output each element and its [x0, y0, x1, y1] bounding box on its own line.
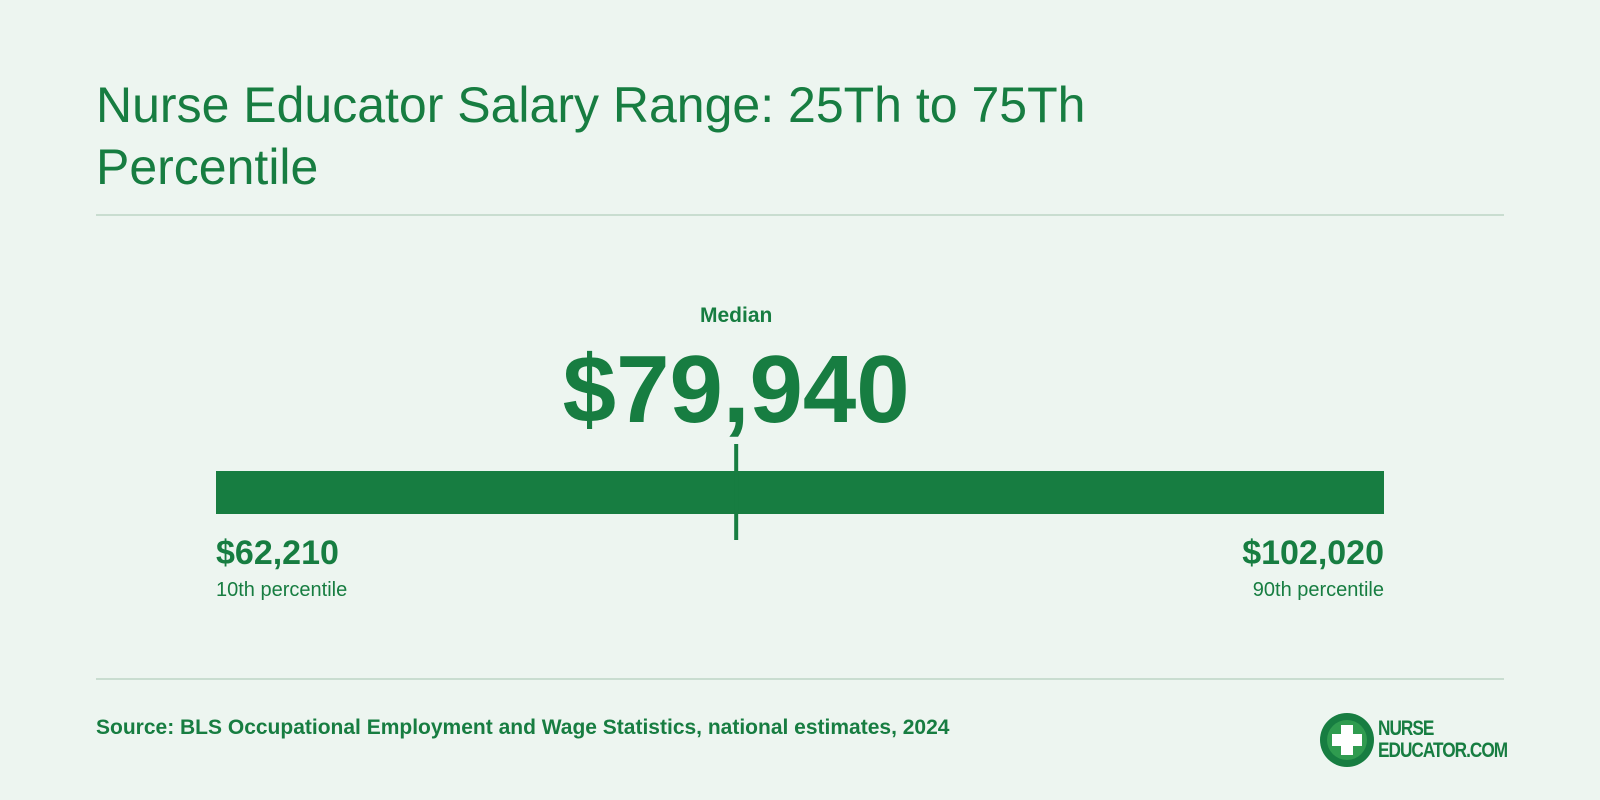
bottom-divider	[96, 678, 1504, 680]
logo-wordmark: NURSE EDUCATOR.COM	[1378, 717, 1508, 762]
source-note: Source: BLS Occupational Employment and …	[96, 716, 950, 739]
high-label: 90th percentile	[1253, 579, 1384, 601]
median-label: Median	[700, 304, 772, 327]
page-title: Nurse Educator Salary Range: 25Th to 75T…	[96, 77, 1086, 195]
salary-range-chart: Median $79,940 $62,210 10th percentile $…	[216, 304, 1384, 601]
medical-cross-icon	[1320, 713, 1374, 767]
high-value: $102,020	[1242, 534, 1384, 572]
top-divider	[96, 214, 1504, 216]
nurse-educator-logo: NURSE EDUCATOR.COM	[1320, 713, 1510, 769]
median-value: $79,940	[563, 336, 910, 443]
low-label: 10th percentile	[216, 579, 347, 601]
logo-line-2: EDUCATOR.COM	[1378, 739, 1508, 762]
logo-line-1: NURSE	[1378, 717, 1434, 740]
low-value: $62,210	[216, 534, 339, 572]
range-bar	[216, 471, 1384, 514]
